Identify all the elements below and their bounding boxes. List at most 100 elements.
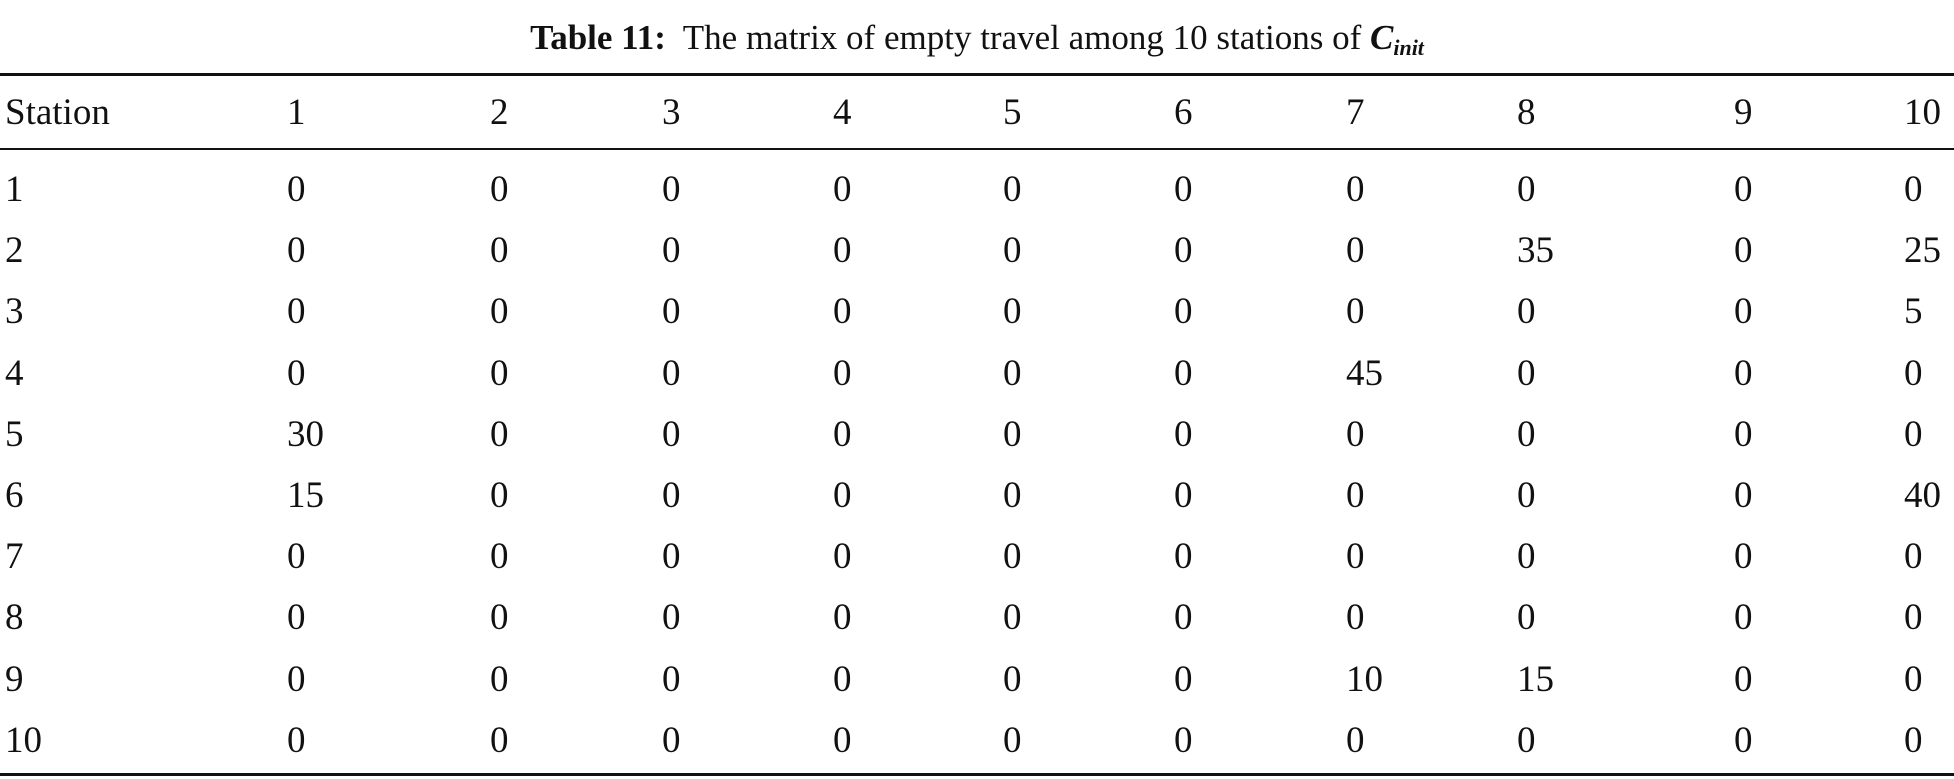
table-cell: 0 <box>1734 169 1753 210</box>
table-cell: 0 <box>1346 291 1365 333</box>
table-cell: 0 <box>1003 230 1022 272</box>
table-cell: 0 <box>1517 475 1536 516</box>
table-cell: 0 <box>662 536 681 578</box>
table-cell: 0 <box>1346 413 1365 455</box>
table-cell: 0 <box>662 475 681 516</box>
table-cell: 15 <box>287 475 324 516</box>
table-cell: 0 <box>490 352 509 394</box>
table-cell: 0 <box>1517 597 1536 639</box>
table-cell: 35 <box>1517 230 1554 272</box>
column-header: 1 <box>287 92 306 133</box>
table-cell: 0 <box>1517 413 1536 455</box>
table-cell: 0 <box>1734 536 1753 578</box>
table-cell: 0 <box>662 719 681 761</box>
bottom-rule <box>0 773 1954 776</box>
table-cell: 0 <box>490 291 509 333</box>
table-row: 3 0 0 0 0 0 0 0 0 0 5 <box>0 281 1954 342</box>
table-cell: 0 <box>1734 475 1753 516</box>
table-cell: 0 <box>1174 719 1193 761</box>
table-cell: 0 <box>1734 352 1753 394</box>
table-cell: 1 <box>5 169 24 210</box>
table-cell: 0 <box>662 169 681 210</box>
table-row: 10 0 0 0 0 0 0 0 0 0 0 <box>0 710 1954 771</box>
table-cell: 0 <box>1734 658 1753 700</box>
column-header: 5 <box>1003 92 1022 133</box>
table-row: 2 0 0 0 0 0 0 0 35 0 25 <box>0 220 1954 281</box>
table-cell: 10 <box>5 719 42 761</box>
table-cell: 40 <box>1904 475 1941 516</box>
table-cell: 0 <box>1174 658 1193 700</box>
table-cell: 0 <box>833 169 852 210</box>
table-cell: 0 <box>490 536 509 578</box>
column-header: 8 <box>1517 92 1536 133</box>
table-cell: 0 <box>1003 597 1022 639</box>
column-header: 6 <box>1174 92 1193 133</box>
table-cell: 0 <box>662 352 681 394</box>
table-cell: 0 <box>1174 475 1193 516</box>
table-cell: 6 <box>5 475 24 516</box>
table-cell: 0 <box>1346 230 1365 272</box>
table-cell: 5 <box>1904 291 1923 333</box>
table-cell: 0 <box>287 169 306 210</box>
table-cell: 0 <box>1904 597 1923 639</box>
table-cell: 0 <box>1734 291 1753 333</box>
caption-text: The matrix of empty travel among 10 stat… <box>682 18 1362 57</box>
table-cell: 0 <box>833 413 852 455</box>
table-cell: 0 <box>1734 413 1753 455</box>
table-cell: 0 <box>287 597 306 639</box>
header-rule <box>0 148 1954 150</box>
table-cell: 0 <box>1346 719 1365 761</box>
table-cell: 0 <box>1904 536 1923 578</box>
column-header: Station <box>5 92 110 133</box>
table-cell: 0 <box>833 658 852 700</box>
table-cell: 0 <box>1904 169 1923 210</box>
table-cell: 0 <box>490 719 509 761</box>
table-cell: 0 <box>490 230 509 272</box>
table-row: 5 30 0 0 0 0 0 0 0 0 0 <box>0 404 1954 465</box>
table-row: 4 0 0 0 0 0 0 45 0 0 0 <box>0 343 1954 404</box>
table-cell: 0 <box>662 597 681 639</box>
table-cell: 0 <box>1346 597 1365 639</box>
column-header: 2 <box>490 92 509 133</box>
table-cell: 0 <box>287 658 306 700</box>
table-cell: 0 <box>1517 352 1536 394</box>
caption-subscript: init <box>1393 35 1424 60</box>
table-cell: 0 <box>1174 291 1193 333</box>
caption-symbol: C <box>1369 18 1394 57</box>
column-header: 9 <box>1734 92 1753 133</box>
table-cell: 0 <box>1904 352 1923 394</box>
table-cell: 0 <box>287 536 306 578</box>
table-cell: 0 <box>287 291 306 333</box>
table-cell: 4 <box>5 352 24 394</box>
table-cell: 0 <box>1346 169 1365 210</box>
table-cell: 3 <box>5 291 24 333</box>
table-cell: 15 <box>1517 658 1554 700</box>
table-cell: 0 <box>1003 719 1022 761</box>
table-cell: 0 <box>1346 475 1365 516</box>
column-header: 3 <box>662 92 681 133</box>
caption-label: Table 11: <box>530 18 666 57</box>
header-row: Station 1 2 3 4 5 6 7 8 9 10 <box>0 82 1954 143</box>
table-cell: 8 <box>5 597 24 639</box>
table-cell: 0 <box>490 413 509 455</box>
table-row: 8 0 0 0 0 0 0 0 0 0 0 <box>0 587 1954 648</box>
table-cell: 0 <box>833 352 852 394</box>
table-cell: 0 <box>1003 413 1022 455</box>
table-cell: 0 <box>1174 536 1193 578</box>
table-cell: 0 <box>833 719 852 761</box>
table-cell: 0 <box>1904 413 1923 455</box>
table-cell: 30 <box>287 413 324 455</box>
column-header: 4 <box>833 92 852 133</box>
table-cell: 0 <box>662 291 681 333</box>
table-cell: 0 <box>1174 597 1193 639</box>
table-cell: 0 <box>1003 475 1022 516</box>
table-cell: 9 <box>5 658 24 700</box>
table-cell: 0 <box>1174 413 1193 455</box>
table-cell: 0 <box>1003 536 1022 578</box>
table-cell: 0 <box>1904 719 1923 761</box>
table-cell: 7 <box>5 536 24 578</box>
table-cell: 0 <box>490 169 509 210</box>
table-cell: 0 <box>1003 658 1022 700</box>
table-cell: 0 <box>287 352 306 394</box>
table-cell: 0 <box>1174 352 1193 394</box>
